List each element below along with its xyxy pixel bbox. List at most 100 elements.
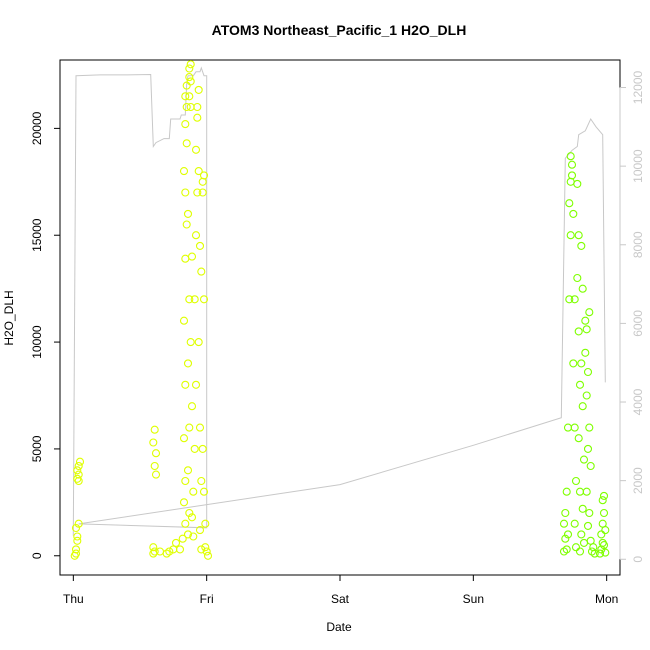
data-point [585, 308, 594, 317]
data-point [570, 519, 579, 528]
y2-tick-label: 4000 [631, 388, 645, 415]
data-point [569, 359, 578, 368]
data-point [179, 167, 189, 176]
data-point [571, 543, 581, 552]
data-point [574, 327, 583, 336]
x-tick-label: Sun [463, 592, 484, 606]
y-tick-label: 15000 [30, 218, 44, 252]
data-point [566, 152, 575, 161]
data-point [601, 526, 610, 535]
y2-tick-label: 10000 [631, 149, 645, 183]
data-point [599, 508, 609, 518]
y2-tick-label: 6000 [631, 310, 645, 337]
right-axis-line-series [72, 66, 606, 536]
data-point [193, 113, 202, 122]
data-point [171, 538, 181, 547]
x-tick-label: Mon [595, 592, 618, 606]
data-point [182, 139, 191, 148]
plot-frame [59, 59, 621, 576]
data-point [198, 444, 207, 453]
data-point [197, 267, 206, 276]
data-point [73, 536, 82, 545]
data-point [565, 199, 574, 208]
data-point [149, 438, 158, 447]
data-point [195, 526, 205, 535]
data-point [578, 504, 587, 513]
data-point [181, 476, 190, 486]
data-point [578, 284, 587, 293]
y2-tick-label: 2000 [631, 467, 645, 494]
data-point [150, 461, 159, 471]
data-point [565, 295, 574, 304]
data-point [74, 519, 83, 528]
data-point [589, 543, 598, 552]
y-axis-label: H2O_DLH [2, 290, 16, 345]
data-point [201, 543, 210, 552]
data-point [601, 548, 610, 557]
data-point [566, 231, 575, 240]
data-point [181, 254, 190, 263]
data-point [178, 534, 187, 543]
data-point [585, 508, 594, 518]
data-point [187, 513, 197, 522]
data-point [74, 461, 83, 471]
data-point [185, 64, 194, 73]
data-point [189, 532, 198, 541]
data-point [197, 545, 206, 554]
data-point [577, 530, 586, 539]
x-tick-label: Fri [200, 592, 214, 606]
data-point [190, 444, 199, 453]
data-point [185, 423, 194, 432]
data-point [574, 434, 583, 443]
data-point [573, 179, 582, 188]
data-point [582, 325, 591, 334]
data-point [195, 423, 205, 432]
data-point [578, 402, 587, 411]
data-point [598, 496, 607, 505]
data-point [181, 519, 190, 528]
data-point [199, 171, 209, 180]
data-point [570, 295, 579, 304]
data-point [570, 423, 579, 432]
data-point [203, 551, 213, 560]
data-point [575, 547, 585, 556]
data-point [73, 532, 82, 541]
data-point [573, 273, 582, 283]
data-point [581, 348, 590, 357]
data-point [185, 508, 194, 518]
data-point [150, 547, 159, 556]
data-point [194, 85, 203, 94]
data-point [73, 466, 82, 475]
data-point [151, 449, 161, 458]
data-point [194, 167, 203, 176]
data-point [194, 338, 203, 347]
data-point [586, 461, 595, 471]
data-point [597, 530, 606, 539]
y2-tick-label: 8000 [631, 231, 645, 258]
data-point [201, 519, 210, 528]
data-point [195, 241, 205, 250]
data-point [155, 547, 165, 556]
data-point [179, 498, 189, 507]
data-point [561, 508, 570, 518]
data-point [71, 549, 81, 558]
data-point [179, 316, 189, 325]
data-point [182, 220, 191, 229]
data-point [563, 423, 573, 432]
data-point [187, 402, 197, 411]
data-point [582, 391, 591, 400]
data-point [198, 188, 207, 197]
data-point [175, 545, 185, 554]
data-point [577, 241, 586, 250]
data-point [193, 188, 202, 197]
data-point [197, 476, 206, 486]
data-point [75, 457, 85, 466]
y-tick-label: 0 [30, 552, 44, 559]
data-point [574, 231, 583, 240]
data-point [183, 466, 193, 475]
data-point [149, 543, 158, 552]
y-tick-label: 5000 [30, 435, 44, 462]
y2-tick-label: 12000 [631, 71, 645, 105]
data-point [185, 92, 194, 101]
